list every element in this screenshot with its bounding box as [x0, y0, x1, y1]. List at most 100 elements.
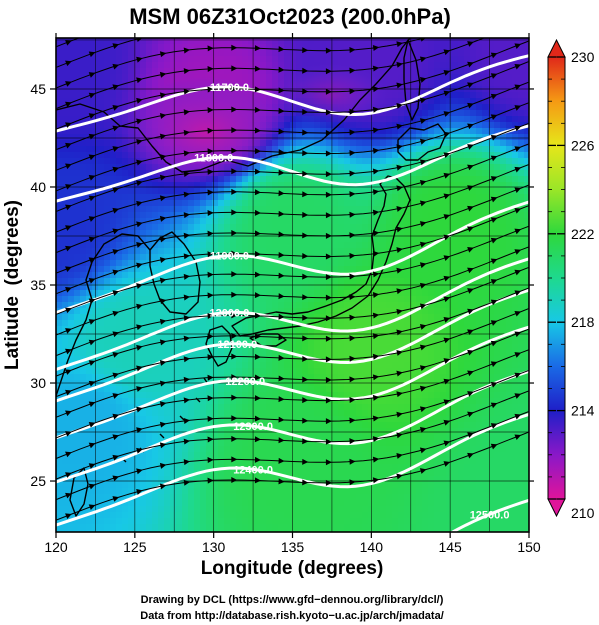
field-cell — [104, 140, 111, 147]
field-cell — [254, 278, 261, 285]
field-cell — [308, 260, 315, 267]
field-cell — [392, 320, 399, 327]
field-cell — [104, 242, 111, 249]
field-cell — [470, 284, 477, 291]
field-cell — [428, 296, 435, 303]
field-cell — [458, 272, 465, 279]
field-cell — [434, 44, 441, 51]
field-cell — [338, 176, 345, 183]
field-cell — [170, 290, 177, 297]
field-cell — [470, 314, 477, 321]
field-cell — [398, 242, 405, 249]
field-cell — [98, 200, 105, 207]
field-cell — [146, 56, 153, 63]
field-cell — [140, 296, 147, 303]
field-cell — [266, 266, 273, 273]
field-cell — [104, 272, 111, 279]
field-cell — [488, 344, 495, 351]
field-cell — [464, 320, 471, 327]
field-cell — [98, 74, 105, 81]
field-cell — [74, 398, 81, 405]
field-cell — [392, 314, 399, 321]
field-cell — [470, 176, 477, 183]
field-cell — [68, 290, 75, 297]
field-cell — [218, 212, 225, 219]
field-cell — [374, 236, 381, 243]
field-cell — [302, 182, 309, 189]
field-cell — [332, 302, 339, 309]
field-cell — [464, 50, 471, 57]
field-cell — [122, 242, 129, 249]
field-cell — [446, 338, 453, 345]
field-cell — [200, 212, 207, 219]
field-cell — [68, 50, 75, 57]
field-cell — [380, 62, 387, 69]
field-cell — [86, 260, 93, 267]
field-cell — [326, 272, 333, 279]
field-cell — [446, 182, 453, 189]
field-cell — [512, 92, 519, 99]
field-cell — [482, 350, 489, 357]
field-cell — [404, 404, 411, 411]
field-cell — [392, 410, 399, 417]
field-cell — [386, 50, 393, 57]
field-cell — [470, 242, 477, 249]
field-cell — [332, 50, 339, 57]
field-cell — [104, 134, 111, 141]
field-cell — [434, 170, 441, 177]
field-cell — [518, 296, 525, 303]
field-cell — [80, 44, 87, 51]
field-cell — [338, 404, 345, 411]
field-cell — [308, 194, 315, 201]
field-cell — [302, 374, 309, 381]
field-cell — [512, 38, 519, 45]
field-cell — [194, 230, 201, 237]
field-cell — [302, 140, 309, 147]
field-cell — [74, 326, 81, 333]
field-cell — [404, 152, 411, 159]
field-cell — [380, 116, 387, 123]
field-cell — [224, 410, 231, 417]
field-cell — [488, 56, 495, 63]
field-cell — [74, 92, 81, 99]
field-cell — [404, 116, 411, 123]
field-cell — [404, 134, 411, 141]
field-cell — [194, 398, 201, 405]
field-cell — [128, 296, 135, 303]
field-cell — [230, 338, 237, 345]
field-cell — [284, 398, 291, 405]
field-cell — [386, 218, 393, 225]
field-cell — [482, 164, 489, 171]
field-cell — [152, 182, 159, 189]
field-cell — [260, 242, 267, 249]
field-cell — [122, 170, 129, 177]
field-cell — [74, 242, 81, 249]
field-cell — [56, 260, 63, 267]
field-cell — [476, 80, 483, 87]
field-cell — [254, 356, 261, 363]
field-cell — [488, 266, 495, 273]
field-cell — [404, 68, 411, 75]
field-cell — [140, 80, 147, 87]
field-cell — [362, 230, 369, 237]
field-cell — [422, 404, 429, 411]
field-cell — [284, 188, 291, 195]
field-cell — [524, 68, 529, 75]
field-cell — [518, 104, 525, 111]
field-cell — [488, 272, 495, 279]
field-cell — [164, 410, 171, 417]
field-cell — [152, 338, 159, 345]
field-cell — [476, 122, 483, 129]
field-cell — [248, 56, 255, 63]
field-cell — [128, 224, 135, 231]
field-cell — [380, 38, 387, 45]
field-cell — [62, 62, 69, 69]
field-cell — [440, 356, 447, 363]
field-cell — [176, 290, 183, 297]
field-cell — [326, 296, 333, 303]
field-cell — [512, 74, 519, 81]
field-cell — [350, 260, 357, 267]
field-cell — [296, 260, 303, 267]
field-cell — [482, 212, 489, 219]
field-cell — [56, 284, 63, 291]
